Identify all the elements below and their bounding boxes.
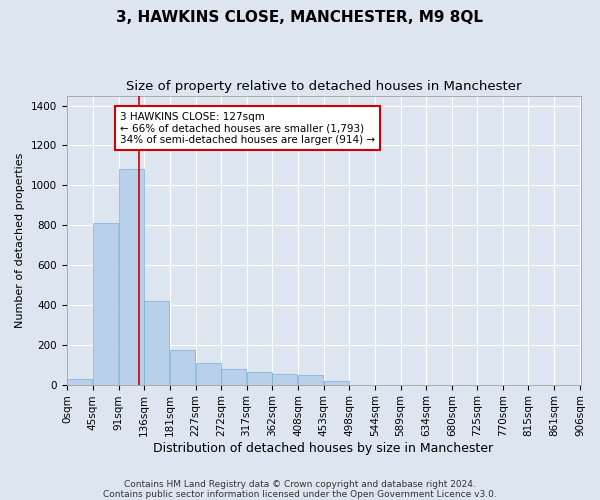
Title: Size of property relative to detached houses in Manchester: Size of property relative to detached ho…	[126, 80, 521, 93]
X-axis label: Distribution of detached houses by size in Manchester: Distribution of detached houses by size …	[154, 442, 494, 455]
Bar	[298, 374, 323, 384]
Y-axis label: Number of detached properties: Number of detached properties	[15, 152, 25, 328]
Bar	[119, 170, 144, 384]
Bar	[196, 362, 221, 384]
Bar	[324, 380, 349, 384]
Text: 3, HAWKINS CLOSE, MANCHESTER, M9 8QL: 3, HAWKINS CLOSE, MANCHESTER, M9 8QL	[116, 10, 484, 25]
Bar	[272, 374, 297, 384]
Bar	[170, 350, 195, 384]
Bar	[67, 378, 92, 384]
Bar	[221, 368, 247, 384]
Bar	[145, 301, 169, 384]
Bar	[247, 372, 272, 384]
Text: 3 HAWKINS CLOSE: 127sqm
← 66% of detached houses are smaller (1,793)
34% of semi: 3 HAWKINS CLOSE: 127sqm ← 66% of detache…	[120, 112, 375, 144]
Bar	[93, 223, 118, 384]
Text: Contains HM Land Registry data © Crown copyright and database right 2024.
Contai: Contains HM Land Registry data © Crown c…	[103, 480, 497, 499]
